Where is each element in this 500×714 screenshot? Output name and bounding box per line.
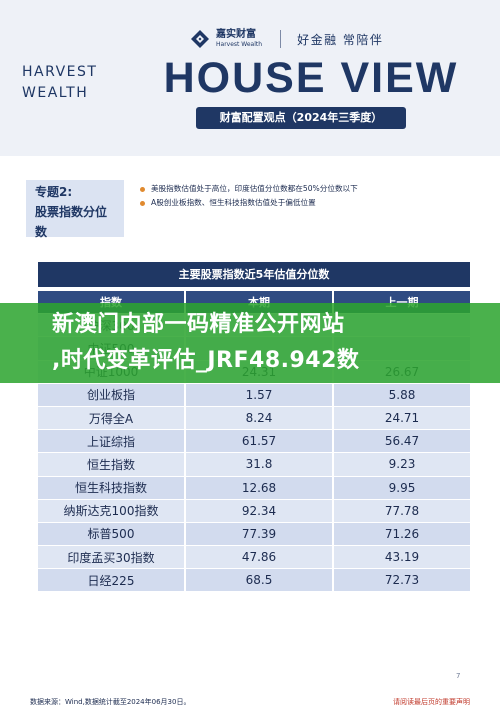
key-point-text: A股创业板指数、恒生科技指数估值处于偏低位置 [151,198,316,207]
current-value-cell: 61.57 [186,430,334,453]
page-title: HOUSE VIEW [163,54,459,102]
table-row: 日经225 68.5 72.73 [38,569,470,593]
current-value-cell: 68.5 [186,569,334,592]
previous-value-cell: 56.47 [384,434,420,449]
overlay-text-line-2: ,时代变革评估_JRF48.942数 [52,348,360,373]
logo-divider [280,30,282,48]
bullet-dot-icon [140,186,145,192]
index-name-cell: 标普500 [38,522,186,546]
brand-wordmark: HARVEST WEALTH [22,62,142,104]
topic-label: 专题2: 股票指数分位 数 [26,180,124,239]
previous-value-cell: 77.78 [384,503,420,518]
header: HARVEST WEALTH 嘉实财富 Harvest Wealth 好金融 常… [0,0,500,156]
current-value-cell: 47.86 [186,546,334,569]
current-value-cell: 12.68 [186,476,334,499]
logo-english-name: Harvest Wealth [216,41,263,48]
table-row: 创业板指 1.57 5.88 [38,383,470,407]
overlay-banner: 新澳门内部一码精准公开网站 ,时代变革评估_JRF48.942数 [0,303,500,383]
page-subtitle: 财富配置观点（2024年三季度） [196,107,406,129]
brand-line-1: HARVEST [22,64,98,80]
page-number: 7 [456,672,461,680]
bullet-dot-icon [140,200,145,206]
logo-chinese-name: 嘉实财富 [216,29,256,40]
table-row: 恒生科技指数 12.68 9.95 [38,476,470,500]
table-row: 印度孟买30指数 47.86 43.19 [38,546,470,570]
table-row: 纳斯达克100指数 92.34 77.78 [38,499,470,523]
index-name-cell: 恒生指数 [38,453,186,476]
brand-line-2: WEALTH [22,85,89,101]
index-name-cell: 印度孟买30指数 [38,546,186,569]
current-value-cell: 92.34 [186,499,334,522]
index-name-cell: 创业板指 [38,383,186,406]
key-point: 美股指数估值处于高位，印度估值分位数都在50%分位数以下 [140,182,460,196]
logo-text: 嘉实财富 Harvest Wealth [216,29,262,49]
harvest-logo-icon [191,30,209,48]
previous-value-cell: 5.88 [388,387,416,402]
disclaimer-link[interactable]: 请阅读最后页的重要声明 [393,698,470,706]
overlay-text-line-1: 新澳门内部一码精准公开网站 [52,312,345,337]
current-value-cell: 8.24 [186,406,334,430]
index-name-cell: 日经225 [38,569,186,592]
table-title: 主要股票指数近5年估值分位数 [38,262,470,287]
table-row: 标普500 77.39 71.26 [38,522,470,547]
key-point: A股创业板指数、恒生科技指数估值处于偏低位置 [140,196,460,210]
data-source-note: 数据来源：Wind,数据统计截至2024年06月30日。 [30,698,191,706]
key-point-text: 美股指数估值处于高位，印度估值分位数都在50%分位数以下 [151,184,358,193]
previous-value-cell: 9.95 [388,480,416,495]
index-name-cell: 万得全A [38,406,186,430]
previous-value-cell: 71.26 [384,526,420,541]
slogan: 好金融 常陪伴 [297,32,384,47]
topic-label-line-2: 股票指数分位 [35,205,108,219]
table-row: 上证综指 61.57 56.47 [38,430,470,454]
index-name-cell: 恒生科技指数 [38,476,186,499]
previous-value-cell: 24.71 [384,411,420,426]
current-value-cell: 1.57 [186,383,334,406]
current-value-cell: 77.39 [186,522,334,546]
logo-bar: 嘉实财富 Harvest Wealth 好金融 常陪伴 [190,22,383,56]
previous-value-cell: 43.19 [384,550,420,565]
topic-label-line-1: 专题2: [35,185,73,199]
table-row: 恒生指数 31.8 9.23 [38,453,470,477]
current-value-cell: 31.8 [186,453,334,476]
previous-value-cell: 9.23 [388,457,416,472]
topic-label-line-3: 数 [35,225,48,239]
previous-value-cell: 72.73 [384,573,420,588]
key-points: 美股指数估值处于高位，印度估值分位数都在50%分位数以下 A股创业板指数、恒生科… [140,182,460,210]
index-name-cell: 纳斯达克100指数 [38,499,186,522]
index-name-cell: 上证综指 [38,430,186,453]
table-row: 万得全A 8.24 24.71 [38,406,470,431]
